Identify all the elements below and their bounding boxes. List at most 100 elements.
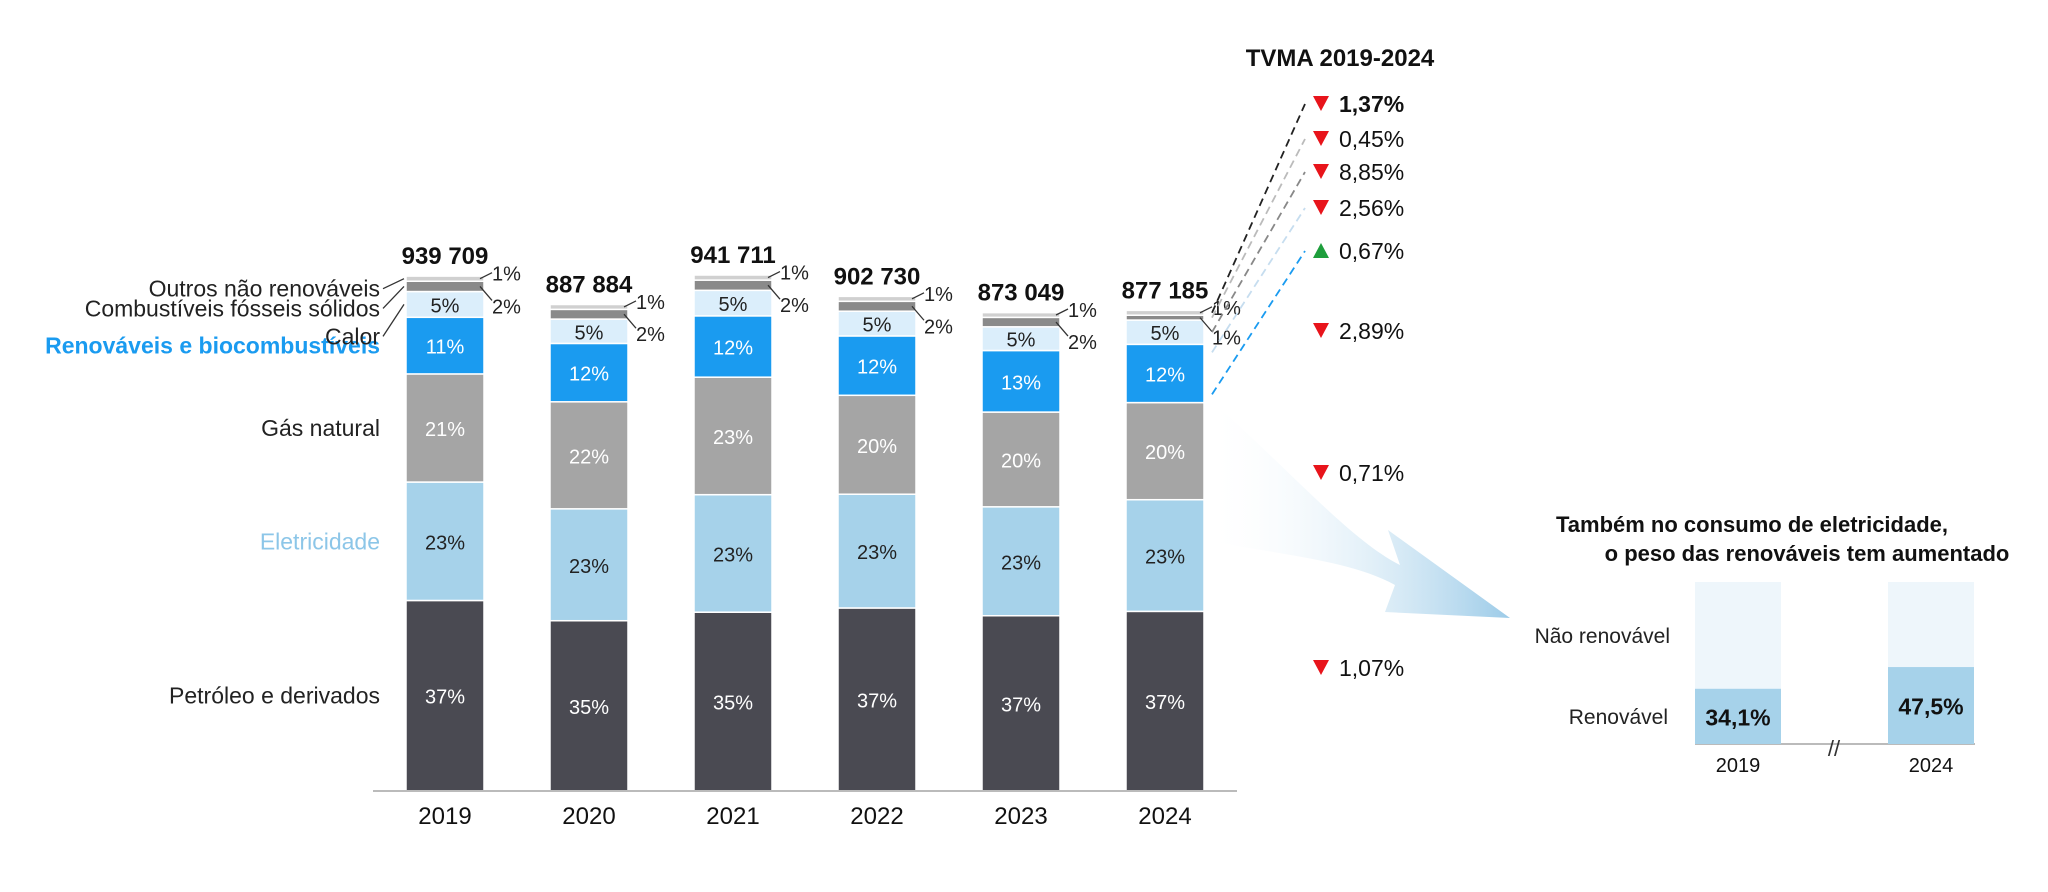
bar-segment (549, 508, 629, 622)
down-arrow-icon (1313, 131, 1329, 146)
bar-segment (837, 607, 917, 792)
down-arrow-icon (1313, 200, 1329, 215)
connector-line (1211, 138, 1306, 319)
x-tick-label: 2022 (850, 803, 903, 830)
data-label: 5% (863, 315, 892, 337)
leader-line (623, 300, 637, 308)
bar-segment (405, 481, 485, 602)
down-arrow-icon (1313, 323, 1329, 338)
bar-segment (1125, 610, 1205, 792)
data-label: 37% (857, 690, 897, 712)
bar-segment (405, 280, 485, 293)
data-label: 2% (636, 324, 665, 346)
data-label: 1% (636, 292, 665, 314)
data-label: 2% (492, 296, 521, 318)
inset-bar-renewable (1695, 688, 1781, 744)
bar-segment (981, 615, 1061, 792)
x-tick-label: 2024 (1138, 803, 1191, 830)
data-label: 5% (1007, 330, 1036, 352)
connector-line (1211, 171, 1306, 333)
data-label: 20% (857, 436, 897, 458)
data-label: 5% (719, 294, 748, 316)
series-label: Renováveis e biocombustíveis (45, 333, 380, 359)
tvma-title: TVMA 2019-2024 (1246, 45, 1435, 72)
bar-segment (405, 275, 485, 282)
series-label: Outros não renováveis (149, 276, 380, 302)
bar-segment (405, 316, 485, 375)
data-label: 12% (857, 357, 897, 379)
down-arrow-icon (1313, 164, 1329, 179)
down-arrow-icon (1313, 660, 1329, 675)
total-label: 877 185 (1122, 277, 1209, 304)
data-label: 5% (575, 322, 604, 344)
data-label: 1% (1068, 300, 1097, 322)
leader-line (382, 304, 405, 337)
inset-bar-renewable (1888, 667, 1974, 744)
tvma-value: 8,85% (1339, 159, 1404, 185)
data-label: 20% (1145, 442, 1185, 464)
leader-line (479, 285, 493, 301)
total-label: 941 711 (690, 242, 775, 269)
data-label: 12% (1145, 364, 1185, 386)
data-label: 23% (425, 532, 465, 554)
bar-segment (837, 295, 917, 303)
connector-line (1211, 250, 1306, 395)
data-label: 12% (569, 364, 609, 386)
leader-line (623, 313, 637, 329)
transition-arrow (1205, 395, 1510, 618)
bar-segment (693, 611, 773, 792)
bar-segment (549, 619, 629, 792)
data-label: 1% (1212, 328, 1241, 350)
data-label: 21% (425, 419, 465, 441)
data-label: 5% (1151, 323, 1180, 345)
inset-bar-nonrenewable (1695, 582, 1781, 689)
inset-series-label: Renovável (1569, 706, 1668, 729)
up-arrow-icon (1313, 243, 1329, 258)
data-label: 1% (780, 263, 809, 285)
down-arrow-icon (1313, 96, 1329, 111)
bar-segment (837, 335, 917, 397)
data-label: 20% (1001, 450, 1041, 472)
data-label: 1% (492, 264, 521, 286)
bar-segment (981, 349, 1061, 413)
x-tick-label: 2020 (562, 803, 615, 830)
series-label: Combustíveis fósseis sólidos (85, 295, 380, 321)
bar-segment (405, 599, 485, 792)
down-arrow-icon (1313, 465, 1329, 480)
bar-segment (549, 401, 629, 510)
bar-segment (1125, 309, 1205, 316)
tvma-value: 0,71% (1339, 460, 1404, 486)
inset-data-label: 47,5% (1898, 694, 1963, 720)
tvma-value: 0,67% (1339, 238, 1404, 264)
data-label: 35% (713, 693, 753, 715)
tvma-panel: TVMA 2019-2024 1,37% 0,45% 8,85% 2,56% 0,67%… (1211, 45, 1435, 681)
data-label: 23% (1145, 547, 1185, 569)
bar-segment (549, 308, 629, 320)
x-tick-label: 2021 (706, 803, 759, 830)
x-tick-label: 2019 (418, 803, 471, 830)
bar-segment (693, 274, 773, 281)
data-label: 13% (1001, 372, 1041, 394)
bar-segment (981, 316, 1061, 328)
leader-line (1199, 317, 1213, 333)
bar-segment (837, 493, 917, 609)
electricity-inset-chart: Também no consumo de eletricidade, o pes… (1535, 512, 2010, 777)
data-label: 23% (713, 544, 753, 566)
bar-segment (693, 493, 773, 613)
leader-line (479, 272, 493, 280)
data-label: 23% (569, 556, 609, 578)
bar-segment (693, 289, 773, 317)
inset-title-line1: Também no consumo de eletricidade, (1556, 512, 1948, 537)
data-label: 23% (713, 427, 753, 449)
bar-segment (549, 342, 629, 403)
bar-segment (981, 311, 1061, 319)
leader-line (767, 284, 781, 300)
tvma-value: 2,89% (1339, 318, 1404, 344)
inset-title-line2: o peso das renováveis tem aumentado (1605, 541, 2010, 566)
tvma-value: 1,07% (1339, 655, 1404, 681)
tvma-value: 1,37% (1339, 91, 1404, 117)
data-label: 37% (425, 687, 465, 709)
axis-break-icon: // (1828, 736, 1841, 761)
stacked-bar-chart: 37% 23% 21% 11% 5% 1% 2% 939 709 2019 35% 23% 22% 12… (45, 242, 1241, 830)
